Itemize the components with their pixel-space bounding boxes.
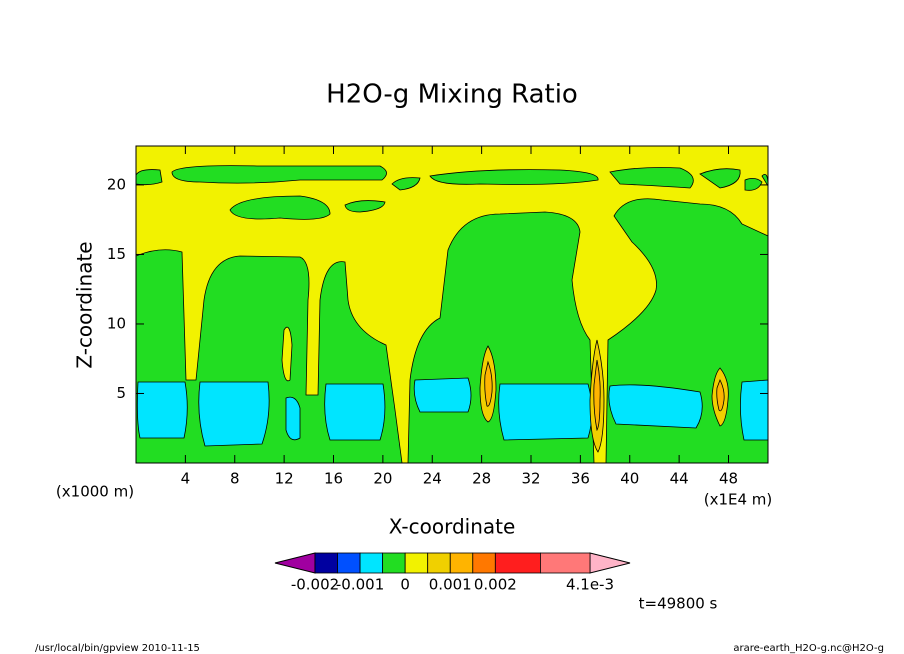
- x-axis-label: X-coordinate: [389, 515, 516, 539]
- contour-region: [498, 383, 593, 441]
- colorbar-tick-label: -0.002: [291, 576, 339, 594]
- y-tick-label: 20: [107, 175, 126, 193]
- colorbar-box: [359, 552, 384, 574]
- colorbar-box: [382, 552, 406, 574]
- x-tick-label: 24: [423, 470, 442, 488]
- x-tick-label: 4: [181, 470, 191, 488]
- x-tick-label: 28: [472, 470, 491, 488]
- chart-title: H2O-g Mixing Ratio: [326, 80, 578, 110]
- colorbar-box: [472, 552, 496, 574]
- contour-region: [171, 165, 387, 184]
- contour-region: [391, 177, 421, 191]
- colorbar-box: [337, 552, 361, 574]
- x-tick-label: 12: [275, 470, 294, 488]
- x-tick-label: 36: [571, 470, 590, 488]
- colorbar-box: [449, 552, 474, 574]
- contour-region: [285, 396, 301, 441]
- plot-frame: [135, 145, 769, 464]
- colorbar-tick-label: -0.001: [336, 576, 384, 594]
- x-tick-label: 8: [230, 470, 240, 488]
- colorbar-over: [589, 552, 631, 574]
- contour-region: [593, 359, 601, 432]
- footer-right: arare-earth_H2O-g.nc@H2O-g: [733, 643, 884, 654]
- colorbar-tick-label: 0.002: [474, 576, 517, 594]
- contour-region: [198, 381, 270, 447]
- footer-left: /usr/local/bin/gpview 2010-11-15: [35, 643, 200, 654]
- contour-region: [740, 379, 768, 441]
- contour-region: [484, 360, 493, 407]
- contour-region: [136, 381, 188, 439]
- contour-region: [324, 383, 386, 441]
- contour-region: [344, 200, 386, 213]
- colorbar-box: [494, 552, 541, 574]
- contour-region: [136, 169, 163, 186]
- contour-region: [699, 168, 741, 189]
- y-tick-label: 10: [107, 314, 126, 332]
- contour-region: [716, 379, 725, 412]
- contour-region: [609, 167, 694, 189]
- colorbar-under: [274, 552, 316, 574]
- y-axis-label: Z-coordinate: [73, 241, 97, 368]
- colorbar-box: [540, 552, 591, 574]
- y-tick-label: 5: [116, 384, 126, 402]
- contour-region: [281, 326, 293, 382]
- x-tick-label: 20: [373, 470, 392, 488]
- contour-region: [413, 377, 472, 413]
- x-unit-left: (x1000 m): [56, 483, 134, 501]
- colorbar-box: [314, 552, 338, 574]
- x-tick-label: 44: [670, 470, 689, 488]
- colorbar-tick-label: 0: [400, 576, 410, 594]
- colorbar-tick-label: 0.001: [429, 576, 472, 594]
- y-tick-label: 15: [107, 245, 126, 263]
- contour-region: [229, 195, 331, 220]
- contour-region: [429, 169, 599, 185]
- x-tick-label: 16: [324, 470, 343, 488]
- contour-field: [136, 146, 768, 463]
- time-label: t=49800 s: [639, 595, 718, 613]
- x-tick-label: 40: [620, 470, 639, 488]
- contour-region: [608, 384, 703, 429]
- colorbar-box: [404, 552, 429, 574]
- colorbar-box: [427, 552, 451, 574]
- contour-region: [744, 178, 763, 191]
- x-tick-label: 48: [719, 470, 738, 488]
- x-tick-label: 32: [521, 470, 540, 488]
- colorbar-tick-label: 4.1e-3: [566, 576, 614, 594]
- x-unit-right: (x1E4 m): [704, 491, 773, 509]
